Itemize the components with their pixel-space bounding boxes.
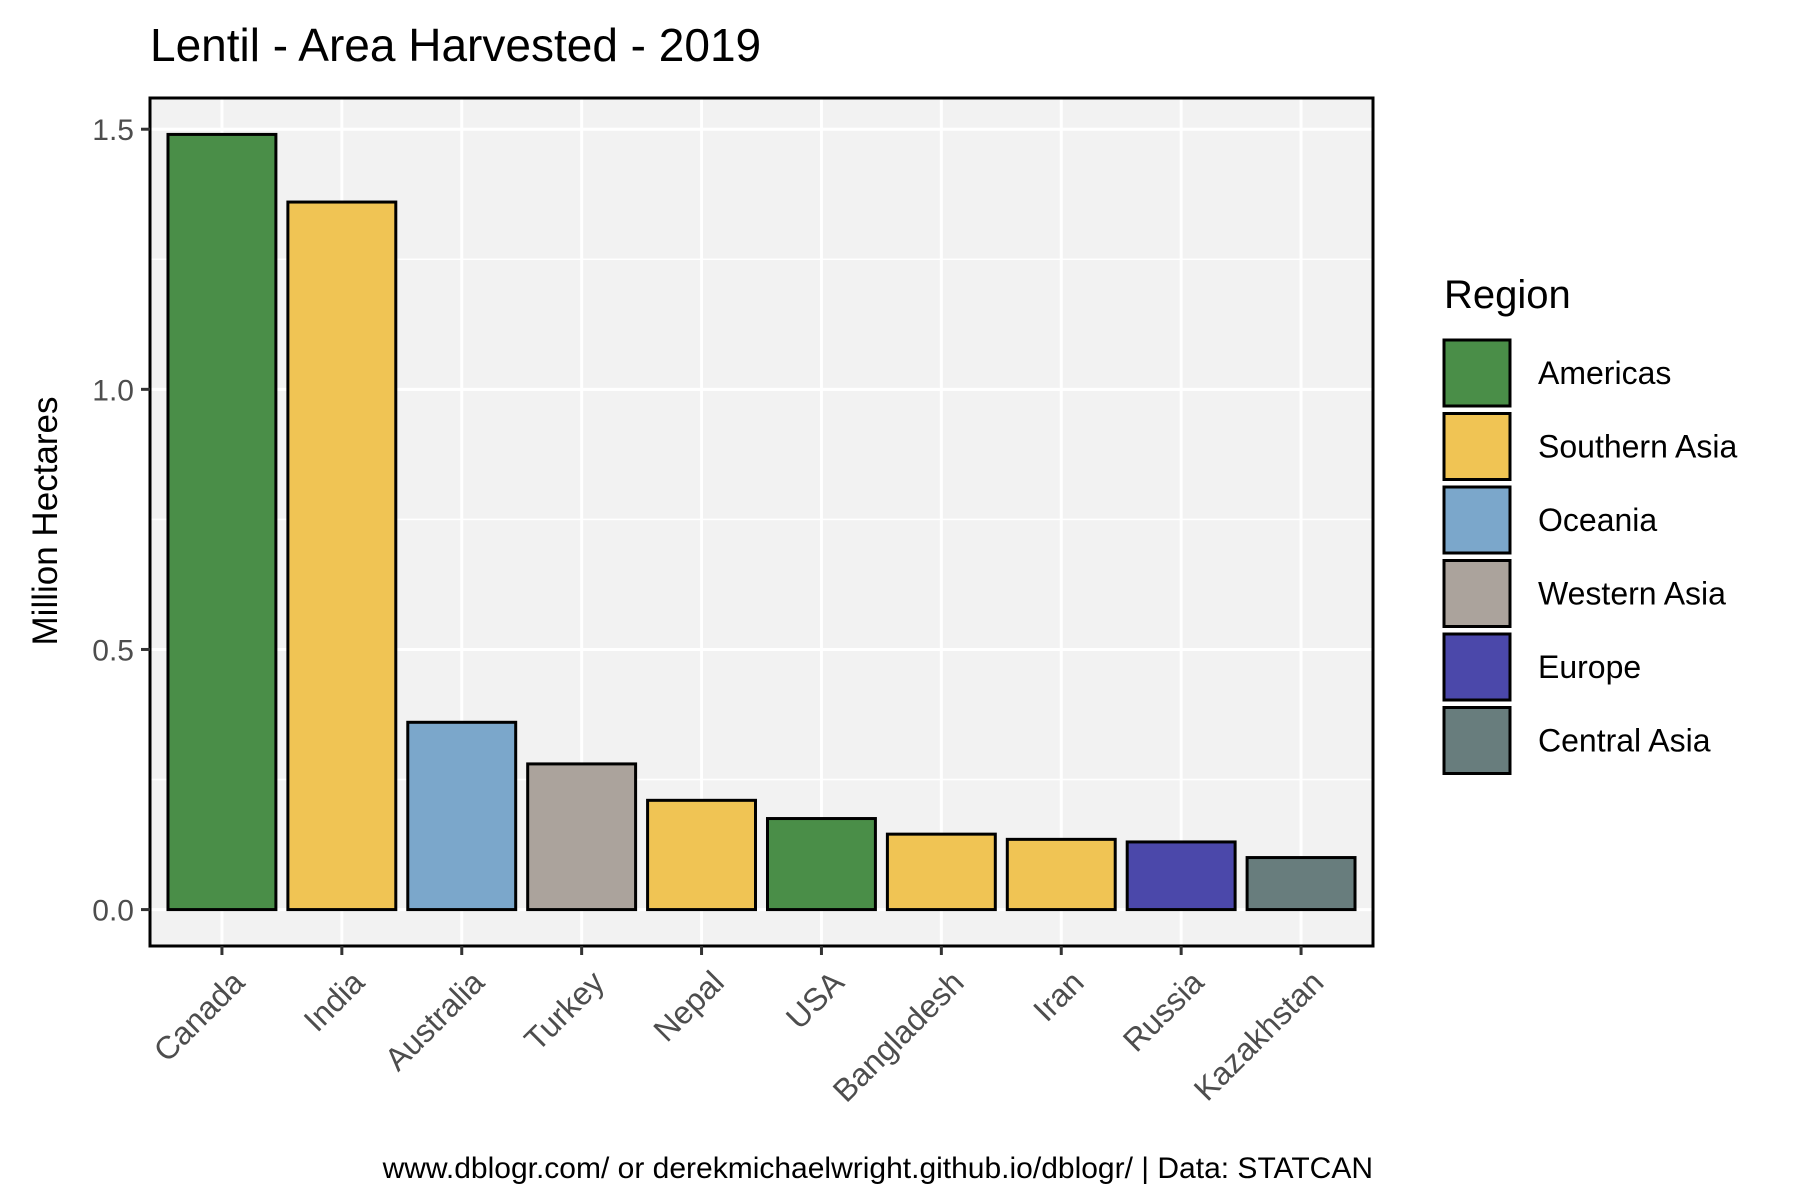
legend-label: Oceania (1538, 502, 1657, 538)
x-tick-label-kazakhstan: Kazakhstan (1187, 964, 1331, 1108)
legend-label: Europe (1538, 649, 1641, 685)
legend: Region Americas Southern Asia Oceania Weste… (1442, 273, 1737, 775)
x-tick-label-turkey: Turkey (517, 964, 611, 1058)
y-axis: 0.0 0.5 1.0 1.5 (92, 114, 150, 928)
x-tick-label-iran: Iran (1026, 964, 1090, 1028)
plot-border (148, 96, 1375, 948)
bar-canada (166, 132, 278, 912)
y-tick-label: 1.5 (92, 114, 134, 147)
y-tick-label: 0.5 (92, 634, 134, 667)
bar-iran (1005, 837, 1117, 912)
bar-bangladesh (885, 832, 997, 912)
x-tick-label-russia: Russia (1116, 964, 1211, 1059)
legend-swatch-oceania (1442, 485, 1512, 555)
y-tick-label: 0.0 (92, 895, 134, 928)
x-tick-label-usa: USA (779, 963, 851, 1035)
bar-russia (1125, 840, 1237, 912)
bar-india (286, 200, 398, 912)
bar-australia (406, 720, 518, 912)
x-tick-label-bangladesh: Bangladesh (826, 964, 971, 1109)
x-tick-label-nepal: Nepal (646, 964, 731, 1049)
x-axis: Canada India Australia Turkey Nepal USABangla… (147, 946, 1331, 1109)
legend-label: Southern Asia (1538, 429, 1737, 465)
bar-turkey (526, 762, 638, 912)
x-tick-label-australia: Australia (378, 964, 492, 1078)
y-tick-label: 1.0 (92, 374, 134, 407)
bar-kazakhstan (1245, 856, 1357, 912)
bar-nepal (646, 798, 758, 912)
legend-title: Region (1444, 273, 1571, 317)
bar-usa (765, 817, 877, 912)
x-tick-label-india: India (297, 964, 372, 1039)
chart-title: Lentil - Area Harvested - 2019 (150, 19, 761, 71)
bars (166, 132, 1357, 912)
legend-swatch-europe (1442, 632, 1512, 702)
y-axis-label: Million Hectares (26, 397, 65, 646)
legend-label: Americas (1538, 355, 1671, 391)
caption: www.dblogr.com/ or derekmichaelwright.gi… (382, 1152, 1373, 1185)
legend-swatch-western-asia (1442, 559, 1512, 628)
legend-label: Western Asia (1538, 576, 1726, 612)
legend-label: Central Asia (1538, 723, 1711, 759)
legend-swatch-central-asia (1442, 706, 1512, 775)
legend-swatch-southern-asia (1442, 412, 1512, 481)
legend-swatch-americas (1442, 338, 1512, 408)
x-tick-label-canada: Canada (147, 964, 252, 1069)
